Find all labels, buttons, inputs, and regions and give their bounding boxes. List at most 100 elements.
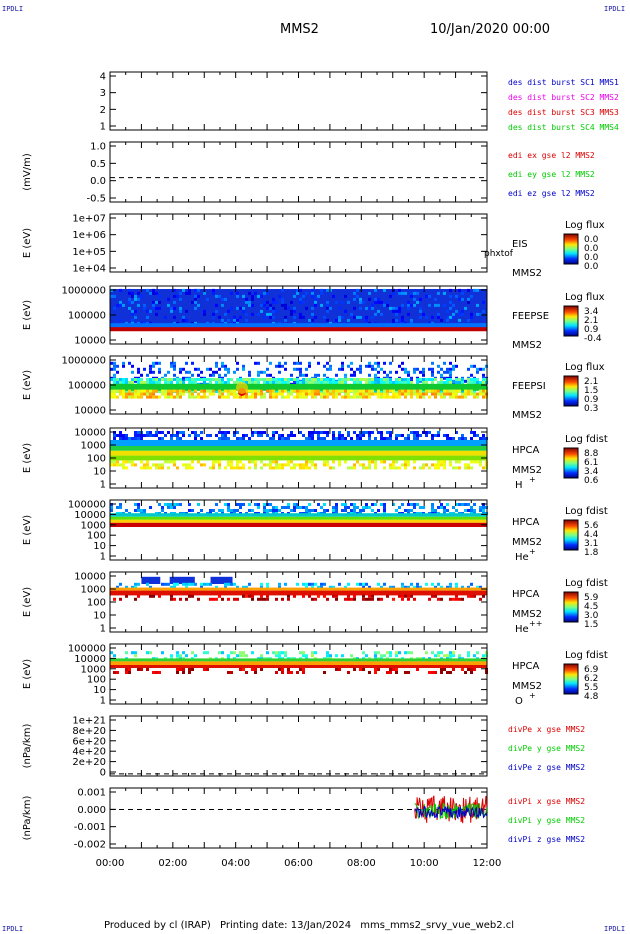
heatmap-cell [155, 671, 158, 674]
heatmap-cell [278, 392, 281, 396]
heatmap-cell [311, 460, 314, 464]
heatmap-cell [299, 300, 302, 304]
heatmap-cell [386, 431, 389, 434]
heatmap-cell [437, 434, 440, 437]
heatmap-cell [401, 367, 404, 371]
heatmap-cell [263, 303, 266, 307]
heatmap-cell [365, 306, 368, 310]
heatmap-cell [272, 437, 275, 440]
heatmap-cell [113, 306, 116, 310]
heatmap-cell [470, 364, 473, 368]
heatmap-cell [254, 463, 257, 467]
heatmap-cell [209, 378, 212, 381]
heatmap-cell [443, 370, 446, 374]
heatmap-cell [347, 594, 350, 598]
heatmap-cell [293, 315, 296, 319]
heatmap-cell [314, 582, 317, 586]
heatmap-cell [458, 597, 461, 601]
heatmap-cell [254, 378, 257, 381]
heatmap-cell [419, 395, 422, 399]
heatmap-cell [143, 367, 146, 371]
heatmap-cell [443, 395, 446, 399]
heatmap-cell [200, 582, 203, 586]
heatmap-cell [119, 300, 122, 304]
heatmap-cell [341, 437, 344, 440]
heatmap-cell [245, 395, 248, 399]
heatmap-cell [452, 392, 455, 396]
heatmap-cell [443, 381, 446, 384]
heatmap-cell [410, 509, 413, 512]
ytick-label-hpca_o: 10 [93, 685, 106, 696]
heatmap-cell [437, 315, 440, 319]
heatmap-cell [143, 303, 146, 307]
heatmap-cell [281, 392, 284, 396]
heatmap-cell [302, 651, 305, 655]
heatmap-cell [383, 503, 386, 506]
heatmap-cell [449, 288, 452, 292]
heatmap-cell [212, 389, 215, 393]
heatmap-cell [281, 303, 284, 307]
heatmap-cell [335, 300, 338, 304]
heatmap-cell [338, 431, 341, 434]
heatmap-cell [329, 364, 332, 368]
heatmap-cell [395, 460, 398, 464]
heatmap-cell [452, 651, 455, 655]
heatmap-cell [203, 463, 206, 467]
heatmap-cell [311, 381, 314, 384]
heatmap-cell [479, 463, 482, 467]
colorbar-feeps_e [563, 305, 579, 337]
heatmap-cell [254, 503, 257, 506]
heatmap-cell [413, 303, 416, 307]
heatmap-cell [332, 466, 335, 470]
heatmap-cell [446, 381, 449, 384]
footer-printing-date: Printing date: 13/Jan/2024 [219, 920, 352, 931]
heatmap-cell [248, 395, 251, 399]
heatmap-cell [203, 312, 206, 316]
heatmap-cell [176, 654, 179, 658]
heatmap-cell [377, 361, 380, 365]
heatmap-cell [266, 594, 269, 598]
heatmap-cell [146, 373, 149, 377]
heatmap-cell [377, 309, 380, 313]
heatmap-cell [458, 312, 461, 316]
heatmap-cell [263, 503, 266, 506]
heatmap-cell [170, 503, 173, 506]
colorbar-tick-hpca_he2: 4.5 [584, 602, 598, 612]
heatmap-cell [404, 392, 407, 396]
heatmap-cell [185, 654, 188, 658]
heatmap-cell [248, 594, 251, 598]
heatmap-cell [473, 434, 476, 437]
heatmap-cell [212, 315, 215, 319]
heatmap-cell [425, 463, 428, 467]
heatmap-cell [431, 315, 434, 319]
heatmap-cell [425, 389, 428, 393]
heatmap-cell [122, 381, 125, 384]
ytick-label-feeps_i: 10000 [74, 406, 106, 417]
heatmap-cell [290, 378, 293, 381]
heatmap-cell [473, 509, 476, 512]
heatmap-cell [113, 378, 116, 381]
heatmap-cell [275, 460, 278, 464]
heatmap-cell [467, 288, 470, 292]
heatmap-cell [248, 303, 251, 307]
heatmap-cell [365, 364, 368, 368]
heatmap-cell [182, 671, 185, 674]
heatmap-cell [401, 318, 404, 322]
heatmap-cell [134, 597, 137, 601]
heatmap-cell [230, 671, 233, 674]
heatmap-cell [356, 288, 359, 292]
heatmap-cell [482, 506, 485, 509]
heatmap-cell [455, 389, 458, 393]
ytick-label-hpca_he2: 10 [93, 611, 106, 622]
heatmap-cell [440, 460, 443, 464]
heatmap-cell [461, 291, 464, 295]
heatmap-cell [278, 437, 281, 440]
heatmap-cell [377, 378, 380, 381]
heatmap-cell [404, 594, 407, 598]
heatmap-band [110, 519, 487, 523]
heatmap-cell [374, 503, 377, 506]
ytick-label-divpe: 4e+20 [72, 747, 106, 758]
heatmap-cell [302, 582, 305, 586]
ytick-label-hpca_he2: 10000 [74, 572, 106, 583]
heatmap-cell [377, 300, 380, 304]
